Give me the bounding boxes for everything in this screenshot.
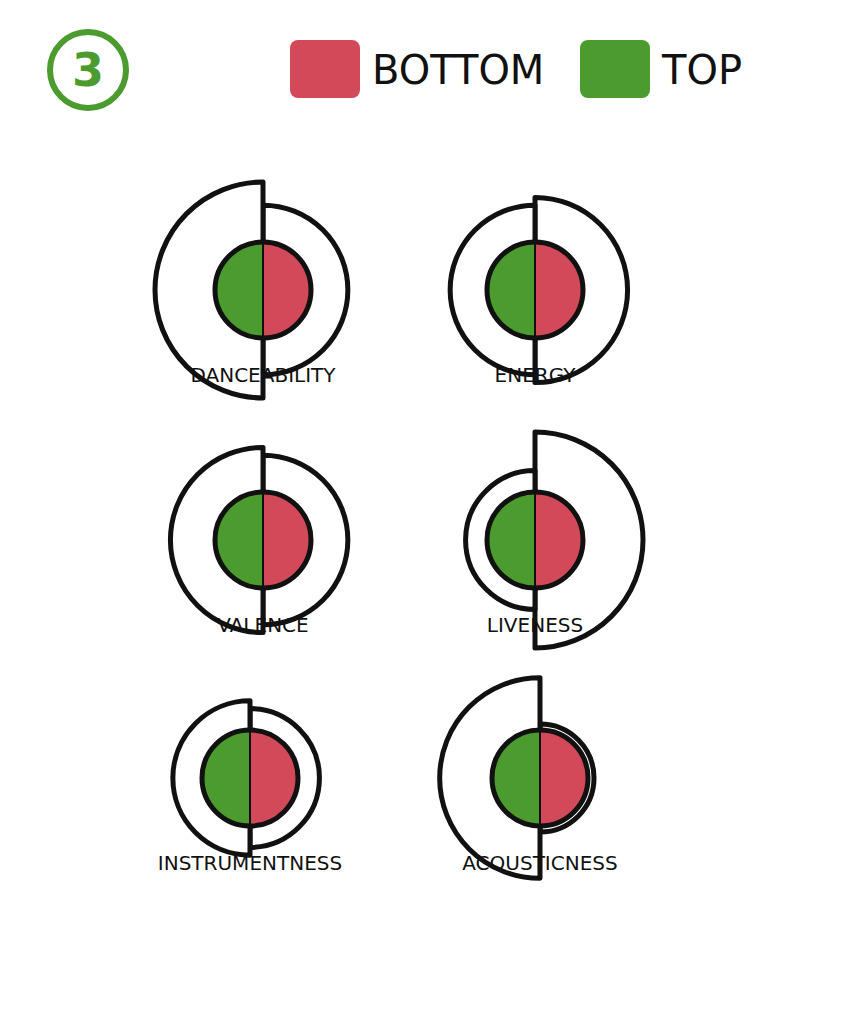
category-label: VALENCE: [217, 613, 308, 637]
category-label: DANCEABILITY: [190, 363, 336, 387]
divider: [534, 492, 536, 588]
glyph: [466, 432, 643, 648]
glyph: [173, 701, 320, 855]
inner-half: [487, 492, 535, 588]
half-ring: [263, 455, 348, 625]
title: 3: [72, 43, 104, 97]
chart: 3 BOTTOM TOP DANCEABILITY ENERGY VALENCE LIVEN…: [0, 0, 850, 1024]
inner-half: [540, 730, 588, 826]
glyph: [155, 182, 348, 398]
category-label: LIVENESS: [487, 613, 583, 637]
divider: [534, 242, 536, 338]
inner-half: [202, 730, 250, 826]
inner-half: [215, 492, 263, 588]
inner-half: [250, 730, 298, 826]
inner-circle: [487, 242, 583, 338]
inner-half: [263, 492, 311, 588]
legend-label: TOP: [661, 47, 742, 93]
divider: [249, 730, 251, 826]
inner-half: [487, 242, 535, 338]
legend-swatch: [290, 40, 360, 98]
inner-circle: [492, 730, 588, 826]
inner-half: [535, 492, 583, 588]
legend-label: BOTTOM: [372, 47, 544, 93]
inner-half: [535, 242, 583, 338]
divider: [262, 492, 264, 588]
inner-half: [492, 730, 540, 826]
divider: [262, 242, 264, 338]
category-label: ACOUSTICNESS: [462, 851, 617, 875]
glyph: [440, 678, 594, 879]
legend-swatch: [580, 40, 650, 98]
inner-circle: [202, 730, 298, 826]
legend: BOTTOM TOP: [290, 40, 742, 98]
half-ring: [450, 205, 535, 375]
inner-half: [263, 242, 311, 338]
glyph: [170, 447, 347, 632]
inner-circle: [215, 492, 311, 588]
half-ring: [263, 205, 348, 375]
half-ring: [173, 701, 250, 855]
glyph: [450, 197, 627, 382]
inner-half: [215, 242, 263, 338]
category-label: ENERGY: [495, 363, 577, 387]
labels: DANCEABILITY ENERGY VALENCE LIVENESS INSTRUM…: [158, 363, 618, 875]
glyphs: [155, 182, 643, 878]
title-group: 3: [50, 32, 126, 108]
inner-circle: [215, 242, 311, 338]
divider: [539, 730, 541, 826]
inner-circle: [487, 492, 583, 588]
title-circle: [50, 32, 126, 108]
category-label: INSTRUMENTNESS: [158, 851, 342, 875]
